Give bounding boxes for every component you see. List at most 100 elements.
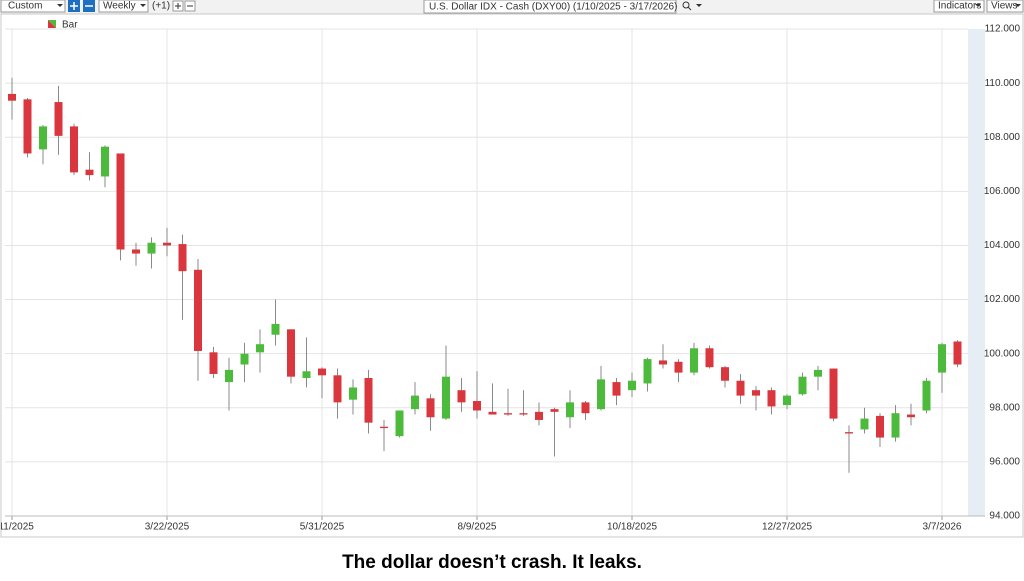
candle-body [349, 387, 357, 400]
candle-body [907, 414, 915, 418]
candle-body [783, 395, 791, 406]
candle-body [876, 415, 884, 438]
candle-body [333, 375, 342, 403]
dropdown-arrow [57, 4, 63, 7]
x-tick-label: 1/11/2025 [0, 522, 34, 533]
candle-body [814, 369, 822, 377]
plus-icon [70, 2, 78, 10]
y-tick-label: 94.000 [989, 511, 1020, 522]
candle-body [659, 360, 667, 365]
candle-body [442, 376, 450, 419]
candle-body [953, 341, 962, 365]
candle-body [721, 367, 729, 381]
candle-body [860, 418, 869, 430]
candle-body [225, 369, 233, 383]
candle-body [628, 380, 636, 391]
search-icon[interactable] [682, 1, 690, 9]
dropdown-arrow [696, 4, 702, 7]
symbol-box[interactable] [423, 0, 677, 14]
caption: The dollar doesn’t crash. It leaks. [342, 552, 642, 573]
candle-body [411, 395, 419, 410]
views-label: Views [991, 1, 1018, 12]
y-tick-label: 100.000 [984, 348, 1021, 359]
candle-body [302, 371, 311, 379]
candle-body [612, 382, 621, 396]
candle-body [690, 348, 698, 373]
candle-body [194, 269, 202, 351]
x-tick-label: 10/18/2025 [607, 522, 657, 533]
legend-label: Bar [62, 20, 78, 31]
candle-body [457, 390, 466, 403]
candle-body [116, 153, 125, 250]
candle-body [597, 379, 605, 410]
candle-body [318, 368, 326, 376]
candle-body [256, 344, 264, 353]
candle-body [752, 390, 760, 396]
compare-label: (+1) [152, 1, 170, 12]
candle-body [504, 413, 512, 415]
candle-body [70, 126, 78, 173]
right-margin-shade [968, 29, 985, 516]
candle-body [395, 410, 404, 437]
period-select[interactable] [0, 0, 66, 13]
x-tick-label: 3/22/2025 [145, 522, 190, 533]
dropdown-arrow [140, 4, 146, 7]
dropdown-arrow [1015, 4, 1021, 7]
y-tick-label: 102.000 [984, 294, 1021, 305]
candle-body [54, 102, 63, 136]
candle-body [488, 411, 497, 415]
candle-body [643, 359, 652, 384]
candle-body [519, 413, 528, 415]
candle-body [581, 402, 590, 414]
candle-body [550, 409, 559, 412]
y-tick-label: 112.000 [985, 24, 1021, 35]
search-icon-handle [687, 6, 692, 11]
candle-body [566, 402, 574, 418]
symbol-label: U.S. Dollar IDX - Cash (DXY00) (1/10/202… [429, 2, 677, 13]
candle-body [705, 348, 714, 368]
candle-body [829, 368, 838, 419]
y-tick-label: 110.000 [985, 78, 1021, 89]
candle-body [271, 323, 280, 335]
candle-body [8, 93, 16, 101]
candle-body [101, 146, 109, 177]
candle-body [85, 169, 94, 176]
x-tick-label: 3/7/2026 [923, 522, 962, 533]
y-tick-label: 96.000 [989, 457, 1020, 468]
x-tick-label: 12/27/2025 [762, 522, 812, 533]
period-label: Custom [8, 1, 42, 12]
plot: 1/11/2025 3/22/2025 5/31/2025 8/9/2025 10/18… [0, 28, 985, 533]
candle-body [178, 244, 187, 272]
candle-body [736, 380, 745, 396]
candle-body [922, 380, 931, 411]
candle-body [938, 344, 946, 373]
candle-body [380, 426, 388, 429]
candle-body [39, 126, 47, 150]
candle-body [767, 390, 776, 407]
indicators-label: Indicators [938, 1, 981, 12]
candle-body [473, 401, 481, 411]
x-tick-label: 5/31/2025 [300, 522, 345, 533]
indicators-button[interactable] [933, 0, 985, 13]
candle-body [132, 249, 140, 254]
y-tick-label: 106.000 [984, 186, 1021, 197]
chart-frame [0, 13, 1024, 538]
candle-body [426, 398, 435, 418]
candle-body [798, 376, 807, 395]
candle-body [240, 353, 249, 365]
dropdown-arrow [975, 4, 981, 7]
interval-select[interactable] [98, 0, 149, 13]
y-tick-label: 98.000 [989, 402, 1020, 413]
views-button[interactable] [986, 0, 1024, 13]
y-tick-label: 104.000 [984, 240, 1021, 251]
candle-body [674, 361, 683, 373]
candle-body [287, 329, 295, 377]
legend-swatch-down [48, 20, 56, 28]
candle-body [891, 413, 900, 438]
candle-body [23, 99, 32, 154]
candle-body [163, 242, 171, 246]
candle-body [209, 352, 218, 374]
candle-body [364, 378, 373, 423]
